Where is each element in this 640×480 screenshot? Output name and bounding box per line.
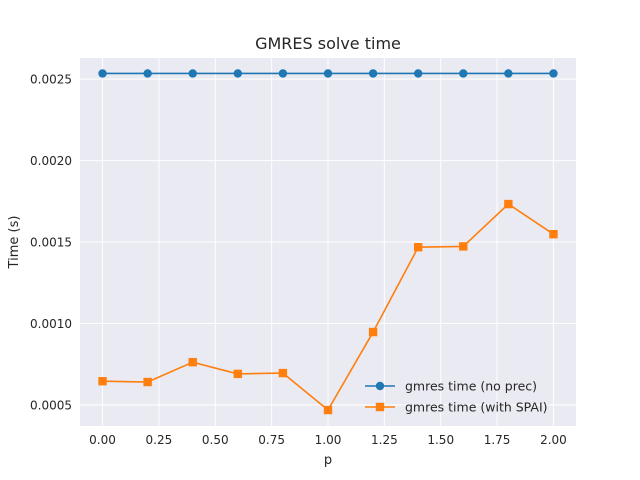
y-tick-label: 0.0025 bbox=[30, 73, 72, 87]
x-tick-label: 0.00 bbox=[89, 433, 116, 447]
x-tick-label: 0.25 bbox=[146, 433, 173, 447]
data-point-circle bbox=[368, 69, 378, 78]
data-point-square bbox=[323, 405, 333, 415]
data-point-square bbox=[459, 242, 468, 251]
x-tick-label: 0.75 bbox=[258, 433, 285, 447]
tick-labels: 0.00 0.25 0.50 0.75 1.00 1.25 1.50 1.75 2.00 0.00… bbox=[30, 73, 567, 447]
data-point-circle bbox=[233, 69, 243, 78]
data-point-circle bbox=[323, 69, 333, 78]
grid-lines bbox=[80, 58, 576, 426]
data-point-circle bbox=[504, 69, 513, 78]
data-point-circle bbox=[98, 69, 107, 78]
data-point-circle bbox=[188, 69, 197, 78]
data-point-square bbox=[549, 229, 558, 239]
x-tick-label: 1.00 bbox=[315, 433, 342, 447]
data-point-circle bbox=[278, 69, 288, 78]
data-point-square bbox=[413, 243, 423, 252]
chart-title: GMRES solve time bbox=[255, 34, 401, 53]
data-point-circle bbox=[413, 69, 423, 78]
legend: gmres time (no prec) gmres time (with SP… bbox=[365, 379, 548, 415]
data-point-circle bbox=[549, 69, 558, 78]
x-tick-label: 1.25 bbox=[371, 433, 398, 447]
y-tick-label: 0.0005 bbox=[30, 398, 72, 412]
series-layer bbox=[98, 69, 558, 415]
data-point-square bbox=[98, 377, 107, 386]
data-point-square bbox=[143, 377, 152, 387]
data-point-square bbox=[278, 368, 288, 378]
y-tick-label: 0.0015 bbox=[30, 236, 72, 250]
legend-item-no-prec: gmres time (no prec) bbox=[365, 379, 537, 394]
data-point-circle bbox=[143, 69, 152, 78]
series-no-prec bbox=[98, 69, 558, 78]
legend-square-marker-icon bbox=[375, 402, 385, 412]
x-tick-label: 1.50 bbox=[427, 433, 454, 447]
legend-label-no-prec: gmres time (no prec) bbox=[405, 379, 537, 394]
x-tick-label: 1.75 bbox=[484, 433, 511, 447]
data-point-square bbox=[233, 369, 243, 379]
x-axis-label: p bbox=[324, 453, 332, 468]
legend-label-with-spai: gmres time (with SPAI) bbox=[405, 400, 548, 415]
data-point-square bbox=[188, 357, 197, 367]
legend-item-with-spai: gmres time (with SPAI) bbox=[365, 400, 548, 415]
legend-circle-marker-icon bbox=[375, 381, 385, 391]
series-with-spai bbox=[98, 199, 558, 415]
y-axis-label: Time (s) bbox=[7, 216, 22, 270]
data-point-square bbox=[368, 327, 378, 337]
data-point-circle bbox=[459, 69, 468, 78]
y-tick-label: 0.0020 bbox=[30, 154, 72, 168]
data-point-square bbox=[504, 199, 513, 209]
x-tick-label: 2.00 bbox=[540, 433, 567, 447]
x-tick-label: 0.50 bbox=[202, 433, 229, 447]
y-tick-label: 0.0010 bbox=[30, 317, 72, 331]
